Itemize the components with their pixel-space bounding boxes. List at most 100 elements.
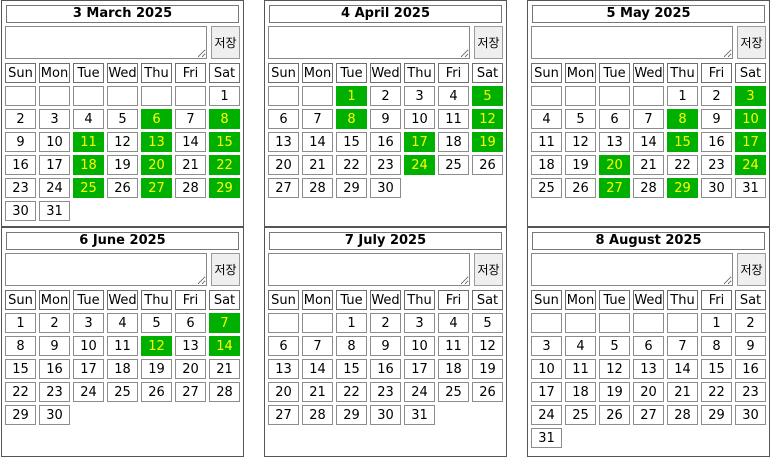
day-cell[interactable]: 8 xyxy=(5,336,36,356)
memo-textarea[interactable] xyxy=(531,253,733,286)
day-cell-highlighted[interactable]: 10 xyxy=(735,109,766,129)
day-cell[interactable]: 30 xyxy=(370,178,401,198)
day-cell[interactable]: 24 xyxy=(73,382,104,402)
day-cell[interactable]: 18 xyxy=(438,132,469,152)
day-cell[interactable]: 13 xyxy=(599,132,630,152)
day-cell[interactable]: 23 xyxy=(39,382,70,402)
memo-textarea[interactable] xyxy=(5,26,207,59)
day-cell-highlighted[interactable]: 7 xyxy=(209,313,240,333)
day-cell[interactable]: 17 xyxy=(73,359,104,379)
day-cell[interactable]: 22 xyxy=(5,382,36,402)
day-cell[interactable]: 4 xyxy=(565,336,596,356)
day-cell-highlighted[interactable]: 15 xyxy=(667,132,698,152)
day-cell[interactable]: 8 xyxy=(701,336,732,356)
day-cell[interactable]: 11 xyxy=(107,336,138,356)
day-cell[interactable]: 18 xyxy=(531,155,562,175)
day-cell[interactable]: 14 xyxy=(302,359,333,379)
save-button[interactable]: 저장 xyxy=(474,253,503,286)
day-cell[interactable]: 5 xyxy=(565,109,596,129)
day-cell[interactable]: 1 xyxy=(209,86,240,106)
day-cell[interactable]: 1 xyxy=(667,86,698,106)
day-cell[interactable]: 13 xyxy=(175,336,206,356)
day-cell[interactable]: 23 xyxy=(5,178,36,198)
day-cell[interactable]: 15 xyxy=(336,359,367,379)
day-cell[interactable]: 16 xyxy=(735,359,766,379)
day-cell[interactable]: 20 xyxy=(175,359,206,379)
day-cell-highlighted[interactable]: 6 xyxy=(141,109,172,129)
day-cell[interactable]: 5 xyxy=(599,336,630,356)
day-cell[interactable]: 21 xyxy=(667,382,698,402)
day-cell-highlighted[interactable]: 25 xyxy=(73,178,104,198)
day-cell[interactable]: 29 xyxy=(5,405,36,425)
day-cell[interactable]: 10 xyxy=(404,336,435,356)
day-cell[interactable]: 7 xyxy=(302,336,333,356)
day-cell[interactable]: 6 xyxy=(599,109,630,129)
day-cell[interactable]: 27 xyxy=(268,178,299,198)
day-cell-highlighted[interactable]: 17 xyxy=(404,132,435,152)
day-cell[interactable]: 6 xyxy=(268,109,299,129)
day-cell[interactable]: 27 xyxy=(175,382,206,402)
day-cell[interactable]: 2 xyxy=(735,313,766,333)
day-cell[interactable]: 24 xyxy=(39,178,70,198)
day-cell[interactable]: 2 xyxy=(370,313,401,333)
memo-textarea[interactable] xyxy=(531,26,733,59)
day-cell[interactable]: 5 xyxy=(107,109,138,129)
day-cell[interactable]: 11 xyxy=(565,359,596,379)
day-cell[interactable]: 21 xyxy=(302,382,333,402)
day-cell[interactable]: 3 xyxy=(404,313,435,333)
day-cell[interactable]: 25 xyxy=(438,155,469,175)
day-cell[interactable]: 17 xyxy=(404,359,435,379)
day-cell[interactable]: 17 xyxy=(39,155,70,175)
day-cell[interactable]: 26 xyxy=(565,178,596,198)
day-cell-highlighted[interactable]: 18 xyxy=(73,155,104,175)
day-cell[interactable]: 12 xyxy=(107,132,138,152)
day-cell[interactable]: 4 xyxy=(107,313,138,333)
day-cell[interactable]: 7 xyxy=(302,109,333,129)
day-cell[interactable]: 3 xyxy=(73,313,104,333)
save-button[interactable]: 저장 xyxy=(474,26,503,59)
day-cell[interactable]: 27 xyxy=(633,405,664,425)
day-cell[interactable]: 20 xyxy=(268,382,299,402)
day-cell[interactable]: 15 xyxy=(5,359,36,379)
day-cell[interactable]: 9 xyxy=(735,336,766,356)
day-cell[interactable]: 25 xyxy=(531,178,562,198)
day-cell[interactable]: 28 xyxy=(667,405,698,425)
memo-textarea[interactable] xyxy=(268,26,470,59)
day-cell[interactable]: 14 xyxy=(667,359,698,379)
day-cell-highlighted[interactable]: 20 xyxy=(599,155,630,175)
day-cell-highlighted[interactable]: 29 xyxy=(667,178,698,198)
day-cell[interactable]: 4 xyxy=(438,313,469,333)
day-cell-highlighted[interactable]: 3 xyxy=(735,86,766,106)
day-cell[interactable]: 1 xyxy=(701,313,732,333)
day-cell[interactable]: 3 xyxy=(404,86,435,106)
day-cell[interactable]: 10 xyxy=(531,359,562,379)
day-cell[interactable]: 7 xyxy=(667,336,698,356)
day-cell[interactable]: 21 xyxy=(209,359,240,379)
day-cell-highlighted[interactable]: 11 xyxy=(73,132,104,152)
day-cell[interactable]: 23 xyxy=(370,155,401,175)
day-cell[interactable]: 23 xyxy=(370,382,401,402)
day-cell[interactable]: 26 xyxy=(472,382,503,402)
day-cell[interactable]: 19 xyxy=(141,359,172,379)
day-cell[interactable]: 2 xyxy=(5,109,36,129)
save-button[interactable]: 저장 xyxy=(211,26,240,59)
day-cell[interactable]: 5 xyxy=(472,313,503,333)
day-cell-highlighted[interactable]: 1 xyxy=(336,86,367,106)
day-cell[interactable]: 2 xyxy=(370,86,401,106)
day-cell-highlighted[interactable]: 15 xyxy=(209,132,240,152)
day-cell[interactable]: 13 xyxy=(633,359,664,379)
day-cell[interactable]: 16 xyxy=(5,155,36,175)
day-cell[interactable]: 15 xyxy=(336,132,367,152)
day-cell[interactable]: 8 xyxy=(336,336,367,356)
day-cell[interactable]: 26 xyxy=(599,405,630,425)
day-cell-highlighted[interactable]: 8 xyxy=(667,109,698,129)
day-cell-highlighted[interactable]: 27 xyxy=(141,178,172,198)
day-cell[interactable]: 3 xyxy=(531,336,562,356)
day-cell-highlighted[interactable]: 14 xyxy=(209,336,240,356)
day-cell[interactable]: 16 xyxy=(370,359,401,379)
day-cell-highlighted[interactable]: 20 xyxy=(141,155,172,175)
day-cell[interactable]: 2 xyxy=(701,86,732,106)
memo-textarea[interactable] xyxy=(268,253,470,286)
day-cell[interactable]: 14 xyxy=(633,132,664,152)
day-cell-highlighted[interactable]: 12 xyxy=(472,109,503,129)
